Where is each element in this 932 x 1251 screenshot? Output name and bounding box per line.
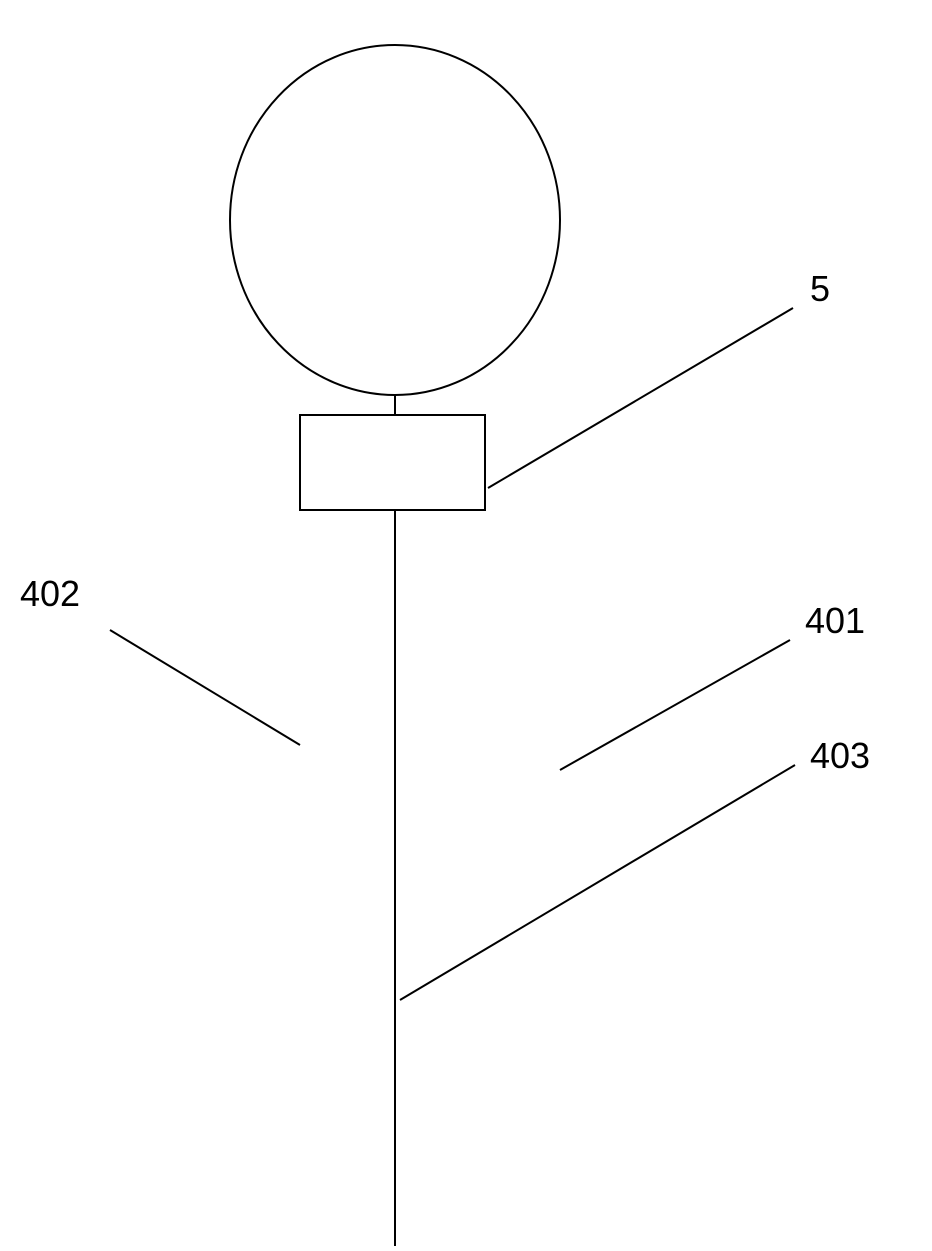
diagram-svg [0, 0, 932, 1246]
diagram-container: 5 402 401 403 [0, 0, 932, 1246]
leader-line-5 [488, 308, 793, 488]
label-401: 401 [805, 600, 865, 642]
leader-line-403 [400, 765, 795, 1000]
oval-shape [230, 45, 560, 395]
leader-line-402 [110, 630, 300, 745]
label-402: 402 [20, 573, 80, 615]
label-5: 5 [810, 268, 830, 310]
label-403: 403 [810, 735, 870, 777]
rectangle-shape [300, 415, 485, 510]
leader-line-401 [560, 640, 790, 770]
